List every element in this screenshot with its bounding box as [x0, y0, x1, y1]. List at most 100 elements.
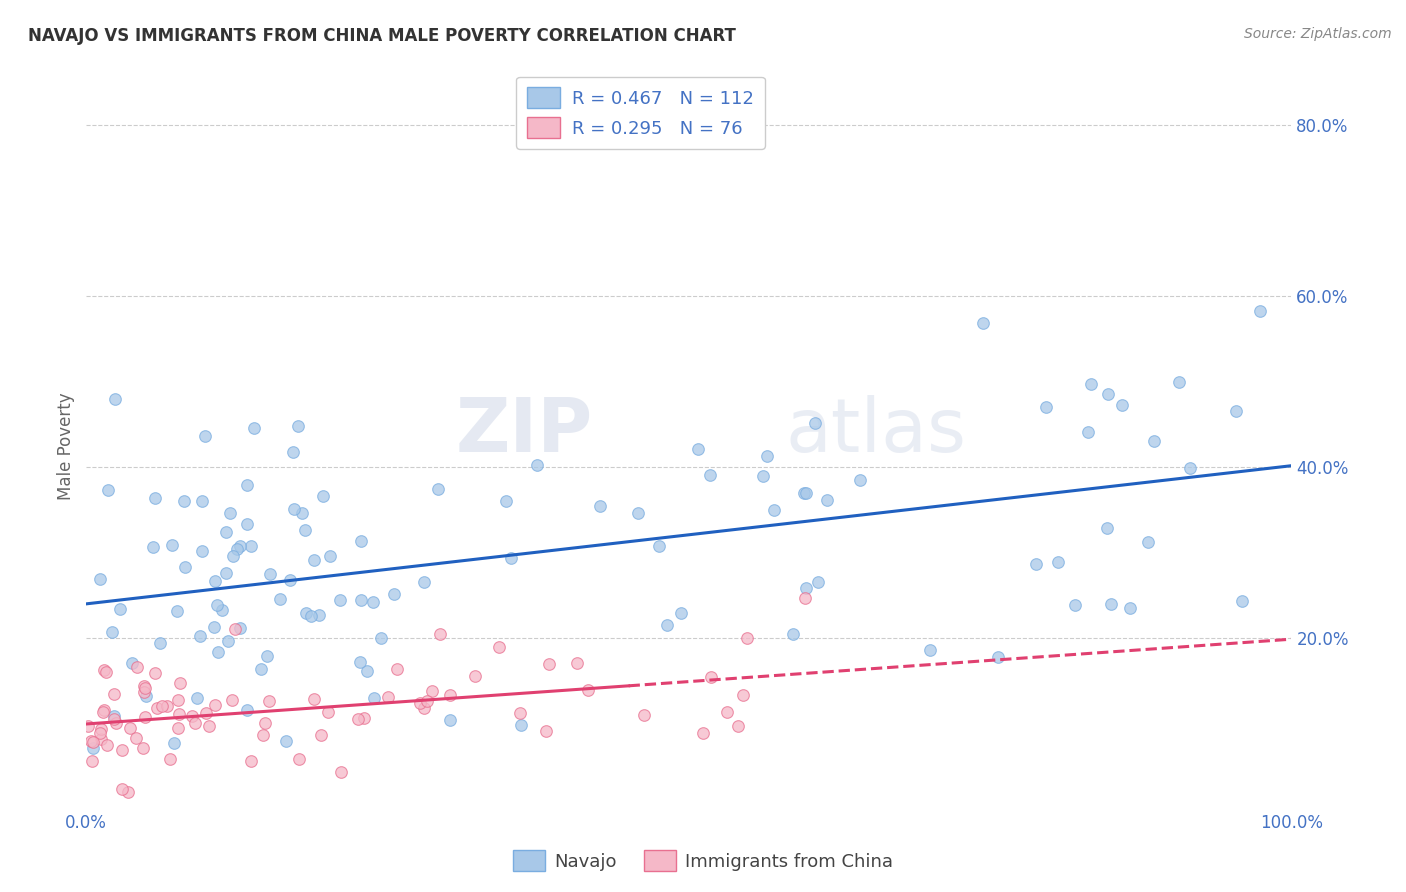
- Point: [1097, 521, 1119, 535]
- Point: [1178, 461, 1201, 475]
- Point: [93, 703, 115, 717]
- Point: [464, 669, 486, 683]
- Point: [166, 693, 188, 707]
- Point: [108, 601, 131, 615]
- Point: [302, 691, 325, 706]
- Point: [538, 657, 561, 671]
- Point: [501, 551, 523, 566]
- Point: [142, 540, 165, 554]
- Point: [807, 574, 830, 589]
- Point: [134, 681, 156, 696]
- Point: [90, 723, 112, 737]
- Point: [509, 706, 531, 720]
- Point: [254, 716, 277, 731]
- Point: [229, 621, 252, 635]
- Point: [420, 683, 443, 698]
- Point: [382, 587, 405, 601]
- Point: [91, 705, 114, 719]
- Point: [692, 726, 714, 740]
- Point: [120, 722, 142, 736]
- Point: [526, 458, 548, 473]
- Point: [188, 629, 211, 643]
- Point: [110, 782, 132, 797]
- Y-axis label: Male Poverty: Male Poverty: [58, 392, 75, 500]
- Point: [377, 690, 399, 704]
- Point: [1137, 535, 1160, 549]
- Point: [80, 734, 103, 748]
- Point: [90, 732, 112, 747]
- Point: [1047, 555, 1070, 569]
- Point: [167, 721, 190, 735]
- Point: [1111, 398, 1133, 412]
- Point: [134, 685, 156, 699]
- Point: [370, 631, 392, 645]
- Point: [104, 392, 127, 406]
- Point: [534, 724, 557, 739]
- Point: [347, 712, 370, 726]
- Point: [191, 493, 214, 508]
- Point: [1025, 557, 1047, 571]
- Point: [236, 478, 259, 492]
- Point: [385, 662, 408, 676]
- Point: [737, 631, 759, 645]
- Point: [195, 706, 218, 721]
- Point: [815, 493, 838, 508]
- Point: [308, 608, 330, 623]
- Point: [103, 687, 125, 701]
- Point: [429, 627, 451, 641]
- Point: [1035, 400, 1057, 414]
- Point: [204, 574, 226, 588]
- Point: [103, 712, 125, 726]
- Point: [143, 665, 166, 680]
- Point: [160, 538, 183, 552]
- Point: [243, 421, 266, 435]
- Point: [439, 714, 461, 728]
- Point: [240, 754, 263, 768]
- Point: [134, 710, 156, 724]
- Point: [794, 582, 817, 596]
- Point: [509, 718, 531, 732]
- Point: [226, 541, 249, 556]
- Point: [197, 719, 219, 733]
- Point: [80, 755, 103, 769]
- Point: [173, 494, 195, 508]
- Point: [1249, 304, 1271, 318]
- Point: [1225, 403, 1247, 417]
- Point: [1080, 377, 1102, 392]
- Point: [576, 682, 599, 697]
- Point: [205, 598, 228, 612]
- Point: [186, 691, 208, 706]
- Point: [349, 656, 371, 670]
- Point: [163, 736, 186, 750]
- Point: [221, 693, 243, 707]
- Point: [688, 442, 710, 456]
- Point: [727, 719, 749, 733]
- Point: [363, 691, 385, 706]
- Point: [229, 539, 252, 553]
- Point: [183, 715, 205, 730]
- Point: [269, 592, 291, 607]
- Point: [1097, 387, 1119, 401]
- Point: [409, 696, 432, 710]
- Point: [281, 444, 304, 458]
- Point: [751, 468, 773, 483]
- Point: [215, 566, 238, 581]
- Point: [101, 625, 124, 640]
- Point: [169, 676, 191, 690]
- Point: [287, 419, 309, 434]
- Point: [202, 620, 225, 634]
- Legend: Navajo, Immigrants from China: Navajo, Immigrants from China: [506, 843, 900, 879]
- Point: [217, 634, 239, 648]
- Point: [918, 642, 941, 657]
- Point: [240, 539, 263, 553]
- Point: [972, 317, 994, 331]
- Point: [125, 660, 148, 674]
- Point: [204, 698, 226, 712]
- Point: [309, 728, 332, 742]
- Point: [215, 525, 238, 540]
- Point: [793, 486, 815, 500]
- Point: [295, 606, 318, 620]
- Point: [97, 483, 120, 497]
- Text: atlas: atlas: [786, 395, 966, 467]
- Point: [350, 533, 373, 548]
